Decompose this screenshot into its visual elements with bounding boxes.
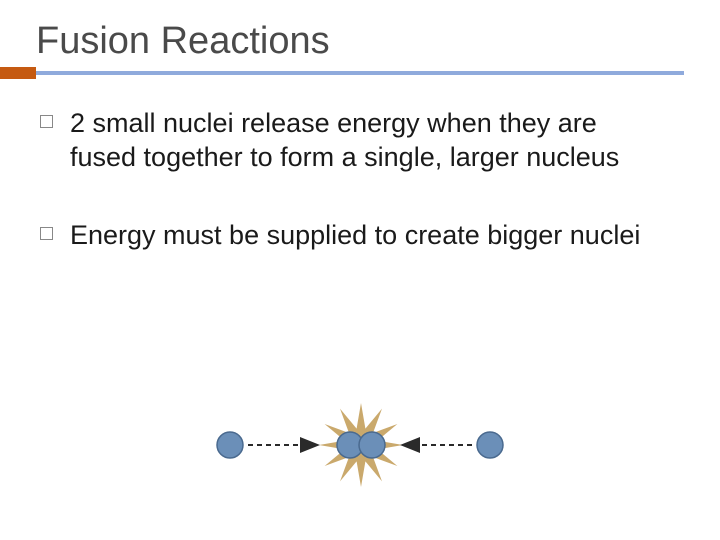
title-underline [0,71,684,75]
fusion-diagram [200,390,520,500]
bullet-icon [40,227,53,240]
accent-block [0,67,36,79]
bullet-item: 2 small nuclei release energy when they … [70,107,670,175]
bullet-item: Energy must be supplied to create bigger… [70,219,670,253]
bullet-text: 2 small nuclei release energy when they … [70,108,619,172]
fusion-svg [200,390,520,500]
content-area: 2 small nuclei release energy when they … [0,75,720,252]
page-title: Fusion Reactions [0,0,720,71]
bullet-text: Energy must be supplied to create bigger… [70,220,640,250]
bullet-icon [40,115,53,128]
